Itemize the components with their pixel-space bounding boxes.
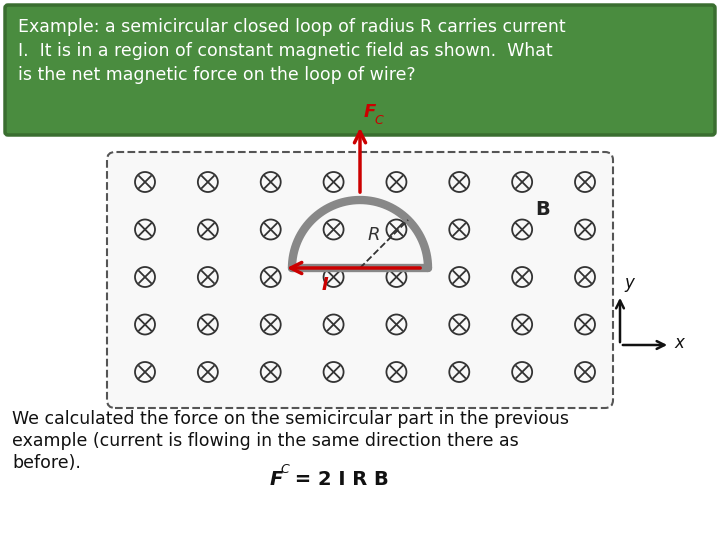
Text: C: C — [374, 114, 383, 127]
Text: B: B — [535, 200, 550, 219]
Text: = 2 I R B: = 2 I R B — [288, 470, 389, 489]
Text: example (current is flowing in the same direction there as: example (current is flowing in the same … — [12, 432, 518, 450]
Text: I.  It is in a region of constant magnetic field as shown.  What: I. It is in a region of constant magneti… — [18, 42, 553, 60]
Text: I: I — [322, 276, 329, 294]
FancyBboxPatch shape — [5, 5, 715, 135]
Text: We calculated the force on the semicircular part in the previous: We calculated the force on the semicircu… — [12, 410, 569, 428]
FancyBboxPatch shape — [107, 152, 613, 408]
Text: F: F — [270, 470, 284, 489]
Text: R: R — [368, 226, 380, 244]
Text: F: F — [364, 103, 377, 121]
Text: before).: before). — [12, 454, 81, 472]
Text: x: x — [674, 334, 684, 352]
Text: C: C — [280, 463, 289, 476]
Text: Example: a semicircular closed loop of radius R carries current: Example: a semicircular closed loop of r… — [18, 18, 566, 36]
Text: is the net magnetic force on the loop of wire?: is the net magnetic force on the loop of… — [18, 66, 415, 84]
Text: y: y — [624, 274, 634, 292]
